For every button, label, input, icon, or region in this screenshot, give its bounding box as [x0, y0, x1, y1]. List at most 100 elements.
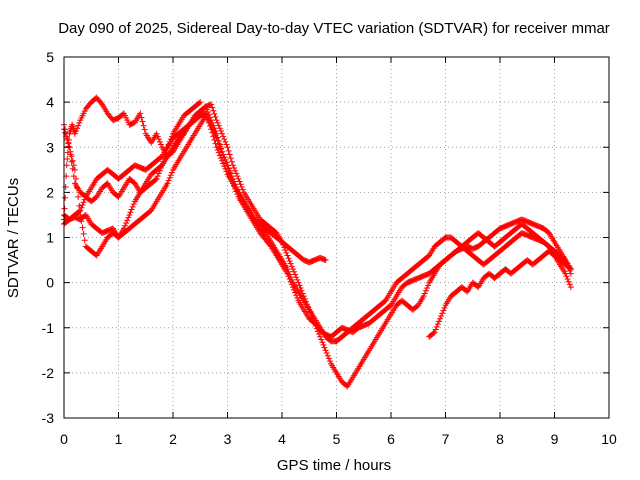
x-tick-label: 5: [333, 431, 341, 447]
x-tick-label: 6: [387, 431, 395, 447]
data-point: [223, 168, 230, 175]
data-point: [322, 257, 329, 264]
data-point: [283, 249, 290, 256]
x-axis-label: GPS time / hours: [277, 457, 391, 474]
data-point: [167, 172, 174, 179]
data-point: [221, 163, 228, 170]
data-point: [231, 165, 238, 172]
data-point: [290, 268, 297, 275]
y-tick-label: 4: [46, 94, 54, 110]
data-point: [65, 140, 72, 147]
data-point: [154, 173, 161, 180]
data-point: [155, 170, 162, 177]
data-point: [223, 141, 230, 148]
data-point: [223, 159, 230, 166]
data-point: [219, 148, 226, 155]
data-point: [162, 151, 169, 158]
data-point: [286, 271, 293, 278]
data-point: [61, 205, 68, 212]
data-point: [196, 100, 203, 107]
data-point: [163, 147, 170, 154]
data-point: [282, 247, 289, 254]
x-tick-label: 4: [278, 431, 286, 447]
data-point: [220, 151, 227, 158]
data-point: [156, 167, 163, 174]
y-tick-label: -1: [42, 320, 55, 336]
data-point: [236, 178, 243, 185]
data-point: [229, 175, 236, 182]
data-point: [153, 130, 160, 137]
data-point: [285, 268, 292, 275]
data-point: [316, 331, 323, 338]
data-point: [129, 203, 136, 210]
data-point: [212, 132, 219, 139]
data-point: [217, 146, 224, 153]
data-point: [168, 169, 175, 176]
data-point: [130, 201, 137, 208]
data-point: [228, 173, 235, 180]
data-point: [140, 122, 147, 129]
data-point: [295, 279, 302, 286]
data-point: [222, 165, 229, 172]
y-tick-label: 3: [46, 139, 54, 155]
data-point: [317, 333, 324, 340]
ticks-layer: 0 1 2 3 4 5 6 7 8 9 10 -3 -2 -1 0 1 2 3 4 5: [42, 49, 617, 447]
data-point: [137, 110, 144, 117]
data-point: [164, 180, 171, 187]
data-point: [225, 165, 232, 172]
data-point: [75, 122, 82, 129]
data-point: [165, 141, 172, 148]
x-tick-label: 8: [496, 431, 504, 447]
data-point: [64, 155, 71, 162]
data-point: [68, 153, 75, 160]
data-point: [63, 162, 70, 169]
data-point: [432, 326, 439, 333]
data-point: [213, 117, 220, 124]
data-point: [72, 175, 79, 182]
data-point: [64, 137, 71, 144]
data-point: [155, 136, 162, 143]
data-point: [159, 162, 166, 169]
chart-title: Day 090 of 2025, Sidereal Day-to-day VTE…: [58, 20, 610, 37]
data-point: [234, 173, 241, 180]
data-point: [323, 350, 330, 357]
data-point: [215, 140, 222, 147]
data-point: [79, 224, 86, 231]
data-point: [208, 121, 215, 128]
data-point: [431, 329, 438, 336]
data-point: [208, 101, 215, 108]
data-point: [212, 114, 219, 121]
data-point: [324, 352, 331, 359]
y-tick-label: -2: [42, 365, 55, 381]
series-track-6: [426, 248, 574, 340]
data-point: [80, 199, 87, 206]
data-point: [76, 208, 83, 215]
data-point: [227, 155, 234, 162]
data-point: [441, 304, 448, 311]
data-point: [566, 281, 573, 288]
data-point: [74, 184, 81, 191]
data-point: [422, 287, 429, 294]
data-point: [325, 355, 332, 362]
data-point: [232, 181, 239, 188]
series-track-1: [61, 94, 574, 340]
data-point: [564, 276, 571, 283]
data-point: [125, 214, 132, 221]
data-point: [318, 336, 325, 343]
data-point: [75, 193, 82, 200]
data-point: [62, 194, 69, 201]
data-point: [437, 315, 444, 322]
y-tick-label: 0: [46, 275, 54, 291]
data-point: [124, 217, 131, 224]
data-point: [562, 270, 569, 277]
data-point: [433, 323, 440, 330]
data-point: [567, 266, 574, 273]
data-point: [237, 181, 244, 188]
data-point: [160, 158, 167, 165]
x-tick-label: 3: [224, 431, 232, 447]
data-point: [225, 147, 232, 154]
data-point: [127, 209, 134, 216]
data-point: [152, 176, 159, 183]
data-point: [213, 135, 220, 142]
